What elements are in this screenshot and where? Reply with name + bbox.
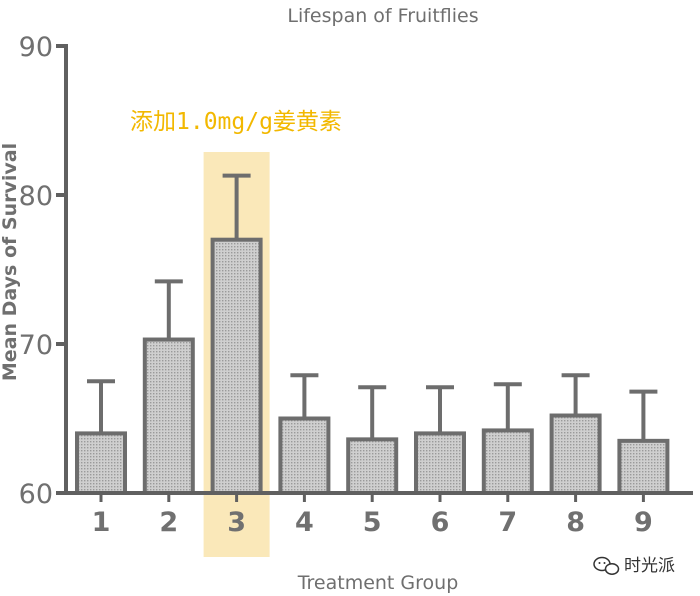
x-tick-label: 2 (159, 507, 178, 538)
y-ticks-group: 60 70 80 90 (19, 32, 66, 510)
x-ticks-group: 1 2 3 4 5 6 7 8 9 (92, 493, 653, 538)
watermark: 时光派 (593, 556, 675, 576)
x-tick-label: 3 (227, 507, 246, 538)
chart-title: Lifespan of Fruitflies (287, 5, 478, 27)
x-tick-label: 8 (566, 507, 585, 538)
bar (549, 413, 602, 495)
wechat-icon (593, 556, 620, 575)
x-tick-label: 5 (363, 507, 382, 538)
bars-group (75, 173, 670, 496)
y-tick-label: 60 (19, 479, 53, 510)
bar (75, 431, 127, 495)
x-axis-label: Treatment Group (297, 572, 459, 594)
bar (278, 416, 331, 495)
x-tick-label: 6 (431, 507, 450, 538)
y-tick-label: 70 (19, 330, 53, 361)
y-tick-label: 80 (19, 181, 53, 212)
x-tick-label: 9 (634, 507, 653, 538)
x-tick-label: 4 (295, 507, 314, 538)
annotation-label: 添加1.0mg/g姜黄素 (130, 109, 342, 135)
bar (414, 431, 466, 495)
bar (481, 428, 534, 496)
bar (346, 437, 399, 495)
watermark-text: 时光派 (624, 556, 675, 576)
x-tick-label: 7 (498, 507, 517, 538)
bar (617, 438, 670, 496)
y-tick-label: 90 (19, 32, 53, 63)
bar (210, 237, 263, 495)
y-axis-label: Mean Days of Survival (0, 143, 21, 381)
x-tick-label: 1 (92, 507, 111, 538)
bar (142, 337, 195, 495)
